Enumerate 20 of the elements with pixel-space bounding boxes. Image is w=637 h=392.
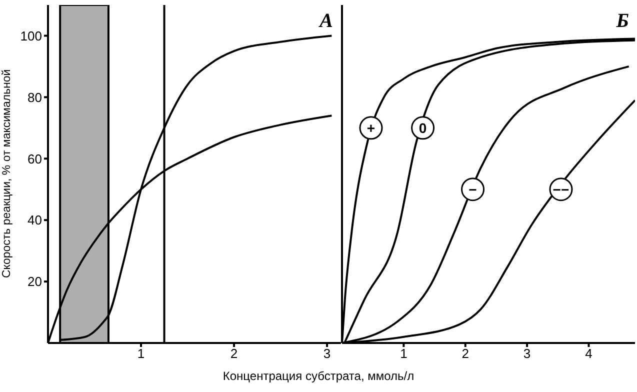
x-tick-label: 4	[585, 346, 592, 362]
chart-title: A	[320, 10, 333, 33]
y-tick-label: 60	[28, 151, 42, 166]
annotation: +	[366, 120, 376, 136]
x-tick-label: 1	[137, 346, 145, 362]
annotation: −−	[552, 181, 570, 198]
annotation: 0	[418, 120, 427, 136]
x-axis-title: Концентрация субстрата, ммоль/л	[222, 369, 416, 383]
x-tick-label: 3	[523, 346, 531, 362]
y-axis-title: Скорость реакции, % от максимальной	[1, 68, 13, 280]
x-tick-label: 3	[323, 346, 331, 362]
y-tick-label: 80	[28, 90, 42, 105]
x-tick-label: 1	[400, 346, 408, 362]
y-tick-label: 40	[28, 212, 42, 228]
x-tick-label: 2	[462, 346, 469, 362]
y-tick-label: 20	[28, 274, 42, 290]
chart-title: Б	[616, 10, 629, 33]
annotation: −	[468, 181, 477, 198]
x-tick-label: 2	[230, 346, 238, 362]
y-tick-label: 100	[20, 28, 42, 44]
